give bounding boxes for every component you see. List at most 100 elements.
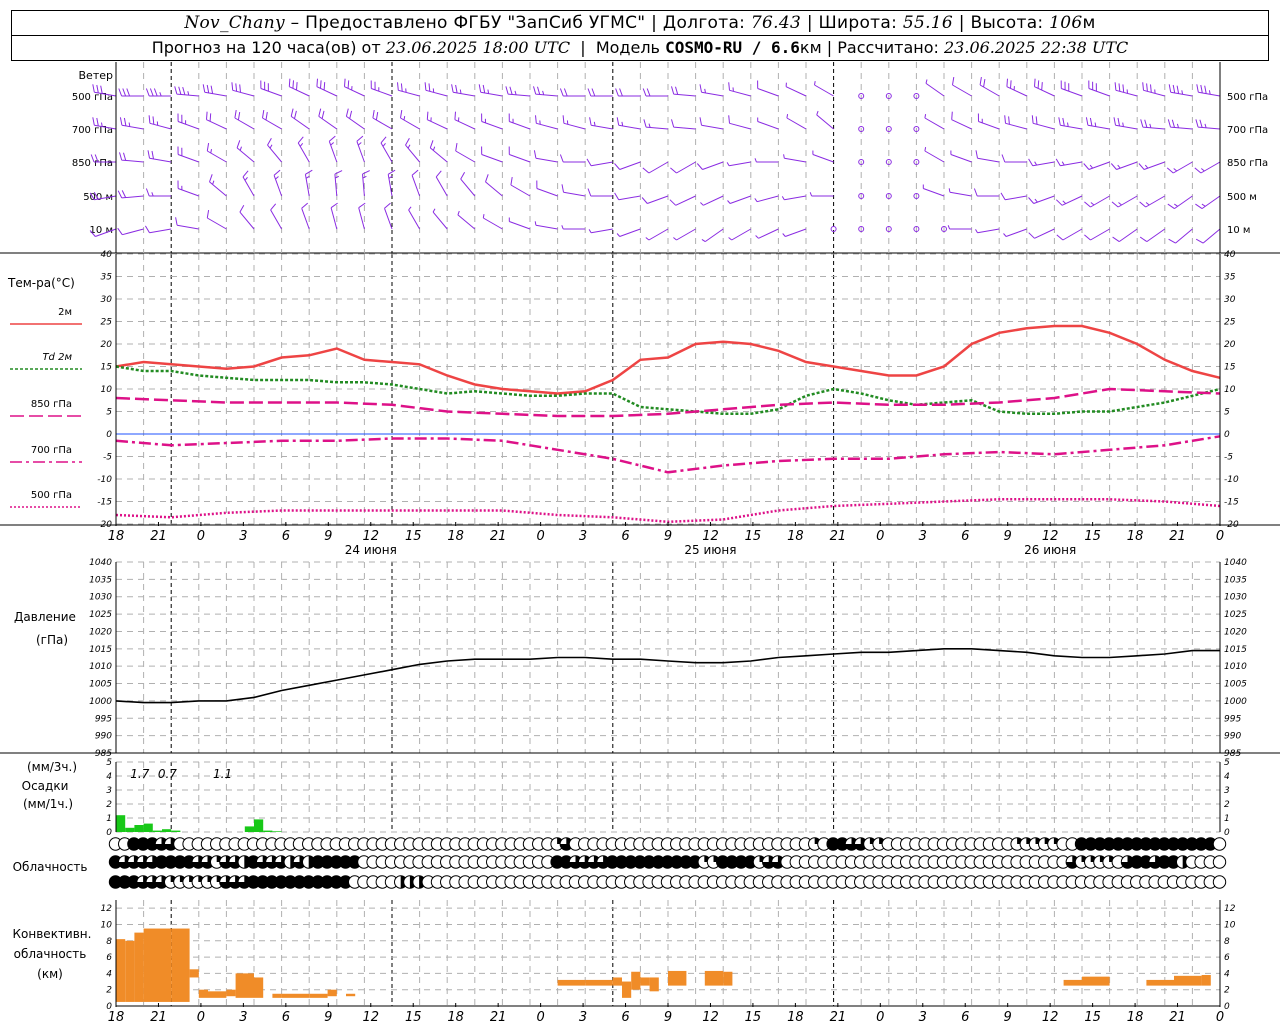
temp-legend-label: 2м — [58, 307, 72, 318]
cloud-symbol — [320, 875, 334, 889]
wind-barb — [588, 228, 613, 234]
altitude-value: 106 — [1049, 13, 1083, 33]
cloud-symbol — [237, 875, 252, 889]
cloud-symbol — [1212, 855, 1227, 869]
wind-barb — [671, 119, 696, 130]
cloud-fill-full — [1167, 837, 1180, 851]
wind-barb — [754, 195, 779, 203]
wind-barb — [947, 225, 972, 230]
hour-label-mid: 0 — [197, 529, 205, 544]
wind-barb — [614, 192, 641, 201]
provider-text: Предоставлено ФГБУ "ЗапСиб УГМС" — [305, 13, 646, 33]
cloud-symbol — [154, 855, 169, 869]
wind-calm-mark — [858, 93, 865, 99]
wind-barb — [117, 227, 144, 236]
cloud-symbol — [1130, 837, 1144, 851]
precip-bar — [125, 827, 135, 832]
subtitle-sep-2: | — [826, 38, 838, 57]
pres-ytick-left: 1015 — [89, 645, 112, 655]
hour-label-bottom: 15 — [405, 1010, 422, 1024]
wind-barb — [1060, 80, 1083, 97]
convective-bar — [208, 991, 227, 998]
convective-bar — [189, 969, 199, 978]
prec-ytick-left: 4 — [106, 772, 112, 782]
cloud-fill-three-quarter — [256, 855, 269, 869]
pres-ytick-left: 990 — [95, 732, 112, 742]
cloud-fill-full — [311, 875, 325, 889]
prec-ytick-left: 3 — [106, 786, 112, 796]
temp-ytick-left: -5 — [103, 453, 112, 463]
hour-label-bottom: 6 — [961, 1010, 969, 1024]
cloud-symbol — [154, 837, 169, 851]
wind-barb — [726, 161, 751, 167]
cloud-symbol — [1019, 837, 1034, 851]
wind-barb — [370, 80, 393, 97]
wind-calm-mark — [830, 226, 837, 232]
cloud-symbol — [670, 855, 684, 869]
wind-barb — [451, 84, 475, 97]
cloud-symbol — [154, 875, 169, 889]
wind-barb — [89, 192, 117, 201]
wind-barb — [1028, 195, 1055, 204]
wind-barb — [508, 113, 531, 130]
wind-barb — [345, 108, 365, 130]
wind-barb — [757, 80, 779, 97]
wind-barb — [177, 180, 199, 197]
wind-barb — [408, 206, 421, 230]
wind-vgrid — [115, 62, 1221, 253]
pres-ytick-left: 1005 — [89, 680, 112, 690]
temp-ytick-left: -10 — [97, 475, 112, 485]
wind-barb — [727, 195, 751, 204]
hour-label-bottom: 0 — [536, 1010, 544, 1024]
cloud-fill-three-quarter — [136, 855, 150, 869]
cloud-symbol — [228, 855, 242, 869]
wind-barb — [432, 208, 448, 230]
cloud-symbol — [200, 875, 215, 889]
cloud-symbol — [762, 855, 776, 869]
wind-barb — [559, 88, 586, 97]
title-sep-1: | — [651, 13, 663, 33]
cloud-symbol — [1120, 837, 1135, 851]
wind-barb — [1140, 119, 1165, 130]
cloud-symbol — [835, 837, 849, 851]
wind-barb — [1195, 228, 1221, 244]
cloud-fill-full — [311, 855, 325, 869]
cloud-fill-full — [688, 855, 702, 869]
wind-barb — [478, 84, 503, 97]
cloud-symbol — [173, 855, 187, 869]
cloud-fill-three-quarter — [238, 875, 251, 889]
cloud-symbol — [550, 855, 564, 869]
hour-label-mid: 6 — [961, 529, 969, 544]
temp-legend-label: 500 гПа — [31, 490, 72, 501]
conv-title-1: Конвективн. — [13, 927, 92, 941]
forecast-label: Прогноз на 120 часа(ов) от — [151, 38, 381, 57]
cloud-symbol — [734, 855, 748, 869]
precip-bar — [254, 819, 264, 832]
conv-title-2: облачность — [14, 947, 87, 961]
station-name: Nov_Chany — [184, 13, 285, 33]
conv-ytick-right: 4 — [1224, 969, 1230, 979]
wind-barb — [234, 110, 255, 130]
cloud-fill-full — [265, 875, 279, 889]
pres-ytick-left: 1030 — [89, 593, 112, 603]
hour-label-mid: 12 — [702, 529, 719, 544]
cloud-symbol — [292, 855, 307, 869]
wind-barb — [387, 169, 396, 197]
wind-barb — [304, 169, 313, 197]
wind-barb — [1168, 228, 1193, 244]
hour-label-bottom: 12 — [362, 1010, 379, 1024]
subtitle-bar: Прогноз на 120 часа(ов) от 23.06.2025 18… — [11, 35, 1269, 61]
cloud-fill-full — [826, 837, 840, 851]
convective-bar — [668, 970, 687, 986]
hour-label-bottom: 18 — [1127, 1010, 1144, 1024]
cloud-symbol — [1111, 837, 1126, 851]
wind-barb — [696, 161, 724, 170]
wind-barb — [316, 78, 338, 97]
temp-ytick-right: -5 — [1224, 453, 1233, 463]
cloud-symbol — [256, 875, 270, 889]
wind-barb — [400, 110, 420, 130]
cloud-symbol — [256, 855, 270, 869]
wind-barb — [1114, 82, 1138, 97]
wind-barb — [89, 228, 117, 237]
cloud-symbol — [283, 875, 297, 889]
